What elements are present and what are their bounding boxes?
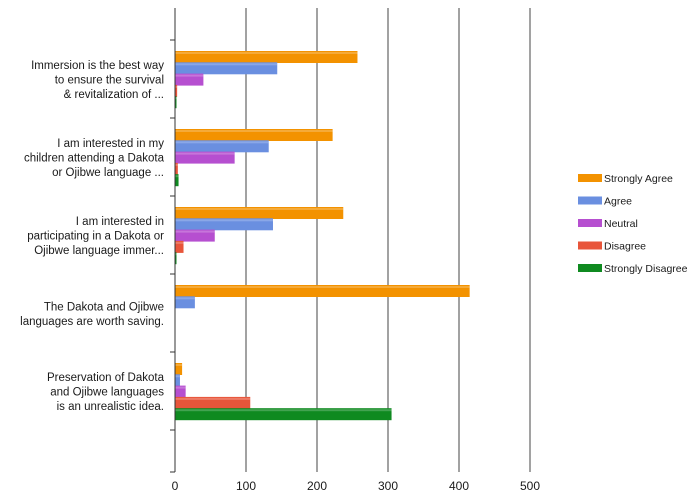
bar-highlight [175,242,184,244]
bar-highlight [175,130,333,132]
x-tick-label: 0 [172,479,179,493]
bar-highlight [175,231,215,233]
bars [175,51,470,420]
bar-highlight [175,387,186,389]
bar-highlight [175,375,180,377]
legend-swatch [578,242,602,250]
x-tick-label: 300 [378,479,398,493]
axis [170,8,175,472]
legend-swatch [578,264,602,272]
legend-swatch [578,219,602,227]
legend-label: Neutral [604,218,638,230]
legend-label: Strongly Agree [604,173,673,185]
bar-highlight [175,75,203,77]
category-label: I am interested in my children attending … [24,138,165,179]
bar-highlight [175,364,182,366]
legend-label: Agree [604,196,632,208]
x-tick-label: 500 [520,479,540,493]
category-label: The Dakota and Ojibwe languages are worth… [20,301,164,328]
x-tick-label: 100 [236,479,256,493]
category-labels: Immersion is the best way to ensure the s… [20,60,164,413]
bar-highlight [175,297,195,299]
bar-highlight [175,409,392,411]
bar-highlight [175,63,277,65]
bar-highlight [175,175,179,177]
x-tick-label: 200 [307,479,327,493]
category-label: I am interested in participating in a Dak… [27,216,164,257]
legend: Strongly Agree Agree Neutral Disagree Strong… [578,173,688,275]
bar-highlight [175,208,343,210]
tick-labels: 0 100 200 300 400 500 [172,479,541,493]
legend-label: Strongly Disagree [604,263,688,275]
bar-highlight [175,141,269,143]
bar-highlight [175,286,470,288]
bar-highlight [175,153,235,155]
grid-lines [246,8,530,472]
bar-highlight [175,398,250,400]
category-label: Immersion is the best way to ensure the s… [31,60,164,101]
bar-highlight [175,52,357,54]
bar-highlight [175,219,273,221]
legend-swatch [578,174,602,182]
legend-label: Disagree [604,241,646,253]
category-label: Preservation of Dakota and Ojibwe languag… [47,372,165,413]
legend-swatch [578,197,602,205]
x-tick-label: 400 [449,479,469,493]
